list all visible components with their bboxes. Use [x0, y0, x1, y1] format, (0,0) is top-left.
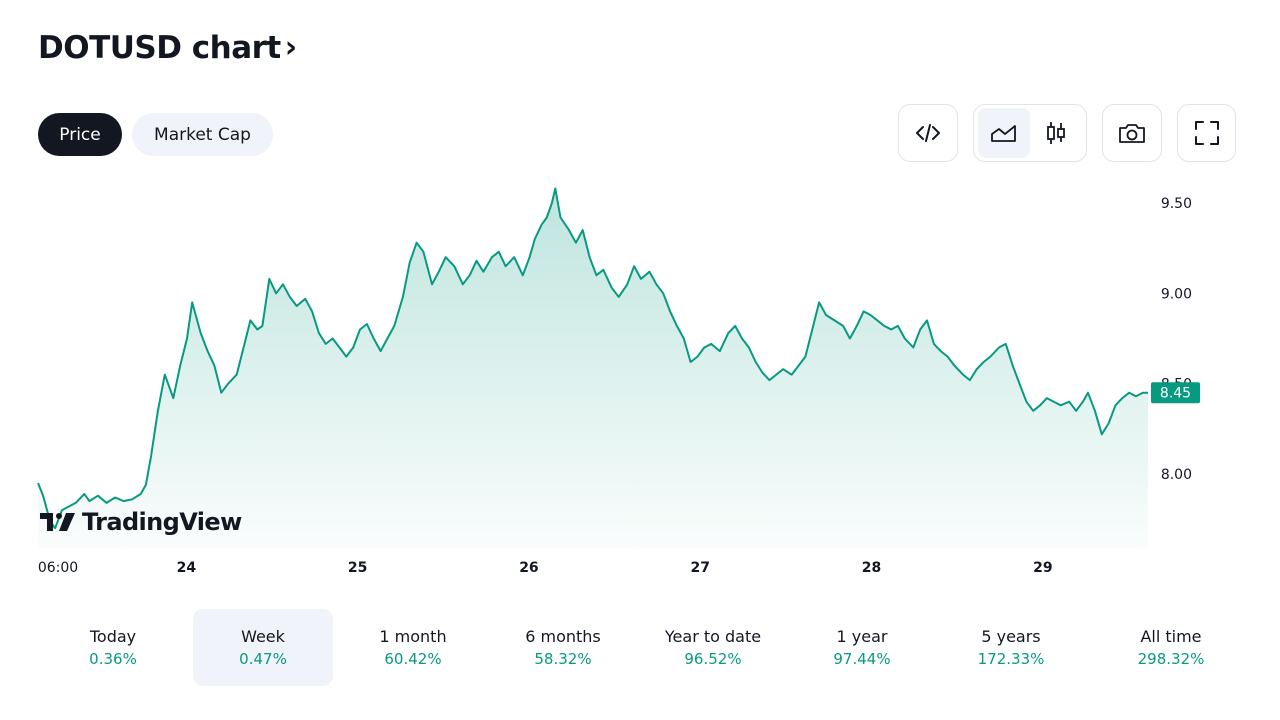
chart-title: DOTUSD chart: [38, 30, 281, 66]
tab-price[interactable]: Price: [38, 113, 122, 156]
x-tick-label: 25: [348, 560, 367, 576]
period-change: 298.32%: [1137, 650, 1205, 668]
period-week[interactable]: Week 0.47%: [193, 609, 333, 686]
chevron-right-icon: ›: [284, 29, 297, 65]
price-line: [37, 187, 1148, 530]
period-all-time[interactable]: All time 298.32%: [1100, 609, 1242, 686]
period-change: 0.47%: [239, 650, 287, 668]
snapshot-button[interactable]: [1105, 108, 1159, 158]
embed-toolbar-group: [898, 104, 958, 162]
x-tick-label: 26: [519, 560, 538, 576]
period-change: 96.52%: [684, 650, 742, 668]
current-price-label: 8.45: [1160, 386, 1191, 402]
chart-type-toggle: [973, 104, 1087, 162]
current-price-badge: [1151, 382, 1200, 404]
y-tick-label: 8.00: [1161, 467, 1192, 483]
period-change: 58.32%: [534, 650, 592, 668]
period-label: 5 years: [981, 627, 1041, 646]
x-tick-label: 28: [862, 560, 881, 576]
camera-icon: [1119, 124, 1145, 143]
embed-button[interactable]: [901, 108, 955, 158]
period-year-to-date[interactable]: Year to date 96.52%: [643, 609, 783, 686]
fullscreen-icon: [1194, 121, 1219, 145]
period-change: 0.36%: [89, 650, 137, 668]
period-today[interactable]: Today 0.36%: [44, 609, 182, 686]
tradingview-logo-icon: [40, 513, 75, 531]
period-change: 60.42%: [384, 650, 442, 668]
candlestick-icon: [1047, 122, 1065, 144]
page-title[interactable]: DOTUSD chart ›: [38, 29, 297, 67]
tradingview-watermark: TradingView: [40, 508, 242, 536]
period-label: 1 month: [379, 627, 447, 646]
tab-market-cap[interactable]: Market Cap: [132, 113, 273, 156]
price-area-fill: [38, 188, 1148, 548]
period-1-year[interactable]: 1 year 97.44%: [792, 609, 932, 686]
area-chart-icon: [991, 125, 1016, 142]
period-label: 6 months: [525, 627, 601, 646]
y-tick-label: 9.50: [1161, 196, 1192, 212]
period-change: 172.33%: [977, 650, 1045, 668]
period-change: 97.44%: [833, 650, 891, 668]
fullscreen-button[interactable]: [1180, 108, 1234, 158]
fullscreen-toolbar-group: [1177, 104, 1236, 162]
period-label: Week: [241, 627, 285, 646]
period-performance-bar: Today 0.36% Week 0.47% 1 month 60.42% 6 …: [38, 609, 1242, 686]
period-label: All time: [1140, 627, 1202, 646]
period-label: 1 year: [836, 627, 888, 646]
period-5-years[interactable]: 5 years 172.33%: [941, 609, 1081, 686]
period-label: Year to date: [664, 627, 762, 646]
x-tick-label: 24: [177, 560, 197, 576]
x-tick-label: 29: [1033, 560, 1052, 576]
snapshot-toolbar-group: [1102, 104, 1162, 162]
tab-price-label: Price: [59, 124, 101, 145]
period-1-month[interactable]: 1 month 60.42%: [343, 609, 483, 686]
y-tick-label: 9.00: [1161, 286, 1192, 302]
tradingview-text: TradingView: [82, 508, 242, 536]
x-tick-label: 27: [690, 560, 709, 576]
code-icon: [916, 124, 940, 142]
area-chart-button[interactable]: [978, 108, 1030, 158]
tab-market-cap-label: Market Cap: [154, 124, 251, 145]
period-6-months[interactable]: 6 months 58.32%: [493, 609, 633, 686]
period-label: Today: [89, 627, 137, 646]
x-tick-label: 06:00: [38, 560, 78, 576]
candlestick-chart-button[interactable]: [1030, 108, 1082, 158]
